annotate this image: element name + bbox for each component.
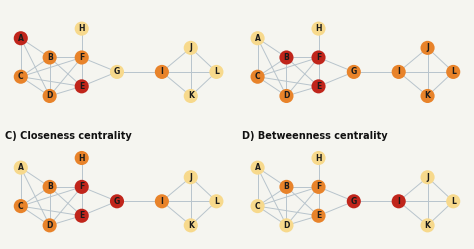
Circle shape: [43, 218, 57, 232]
Text: L: L: [451, 67, 456, 76]
Text: H: H: [79, 154, 85, 163]
Text: E: E: [79, 82, 84, 91]
Circle shape: [420, 89, 435, 103]
Text: K: K: [425, 91, 430, 100]
Circle shape: [75, 209, 89, 223]
Text: K: K: [188, 221, 194, 230]
Circle shape: [75, 22, 89, 36]
Text: D: D: [46, 91, 53, 100]
Circle shape: [14, 161, 28, 175]
Circle shape: [75, 151, 89, 165]
Text: C: C: [18, 202, 24, 211]
Circle shape: [184, 41, 198, 55]
Text: I: I: [161, 67, 164, 76]
Text: F: F: [79, 53, 84, 62]
Text: H: H: [315, 154, 322, 163]
Text: C: C: [255, 202, 260, 211]
Circle shape: [14, 70, 28, 84]
Text: K: K: [188, 91, 194, 100]
Circle shape: [279, 218, 293, 232]
Text: F: F: [79, 182, 84, 191]
Text: D: D: [283, 91, 290, 100]
Text: B: B: [47, 53, 53, 62]
Circle shape: [251, 70, 264, 84]
Circle shape: [420, 218, 435, 232]
Circle shape: [311, 151, 326, 165]
Circle shape: [392, 65, 406, 79]
Text: B: B: [283, 53, 289, 62]
Text: D: D: [46, 221, 53, 230]
Circle shape: [14, 31, 28, 45]
Circle shape: [184, 218, 198, 232]
Text: F: F: [316, 53, 321, 62]
Text: G: G: [351, 197, 357, 206]
Text: A: A: [255, 163, 261, 172]
Text: G: G: [114, 67, 120, 76]
Circle shape: [75, 51, 89, 64]
Circle shape: [279, 51, 293, 64]
Circle shape: [43, 51, 57, 64]
Text: B: B: [47, 182, 53, 191]
Circle shape: [43, 89, 57, 103]
Text: G: G: [114, 197, 120, 206]
Circle shape: [392, 194, 406, 208]
Circle shape: [75, 79, 89, 93]
Text: L: L: [214, 67, 219, 76]
Circle shape: [251, 31, 264, 45]
Text: C: C: [18, 72, 24, 81]
Circle shape: [311, 180, 326, 194]
Text: H: H: [79, 24, 85, 33]
Text: J: J: [426, 173, 429, 182]
Circle shape: [347, 194, 361, 208]
Circle shape: [311, 79, 326, 93]
Text: A: A: [255, 34, 261, 43]
Text: L: L: [451, 197, 456, 206]
Text: D) Betweenness centrality: D) Betweenness centrality: [242, 131, 387, 141]
Circle shape: [184, 89, 198, 103]
Text: D: D: [283, 221, 290, 230]
Text: J: J: [426, 43, 429, 52]
Circle shape: [347, 65, 361, 79]
Circle shape: [420, 170, 435, 184]
Text: F: F: [316, 182, 321, 191]
Circle shape: [251, 199, 264, 213]
Circle shape: [420, 41, 435, 55]
Circle shape: [43, 180, 57, 194]
Circle shape: [251, 161, 264, 175]
Circle shape: [279, 89, 293, 103]
Text: G: G: [351, 67, 357, 76]
Text: A: A: [18, 163, 24, 172]
Text: J: J: [189, 173, 192, 182]
Circle shape: [210, 194, 223, 208]
Circle shape: [446, 65, 460, 79]
Circle shape: [311, 209, 326, 223]
Circle shape: [155, 194, 169, 208]
Circle shape: [184, 170, 198, 184]
Circle shape: [75, 180, 89, 194]
Circle shape: [110, 194, 124, 208]
Circle shape: [155, 65, 169, 79]
Text: I: I: [161, 197, 164, 206]
Text: B: B: [283, 182, 289, 191]
Text: E: E: [79, 211, 84, 220]
Circle shape: [279, 180, 293, 194]
Text: E: E: [316, 82, 321, 91]
Circle shape: [311, 22, 326, 36]
Circle shape: [14, 199, 28, 213]
Text: K: K: [425, 221, 430, 230]
Circle shape: [210, 65, 223, 79]
Text: C) Closeness centrality: C) Closeness centrality: [5, 131, 131, 141]
Text: I: I: [397, 67, 400, 76]
Text: E: E: [316, 211, 321, 220]
Circle shape: [110, 65, 124, 79]
Text: I: I: [397, 197, 400, 206]
Text: L: L: [214, 197, 219, 206]
Circle shape: [311, 51, 326, 64]
Text: A: A: [18, 34, 24, 43]
Text: J: J: [189, 43, 192, 52]
Text: C: C: [255, 72, 260, 81]
Circle shape: [446, 194, 460, 208]
Text: H: H: [315, 24, 322, 33]
